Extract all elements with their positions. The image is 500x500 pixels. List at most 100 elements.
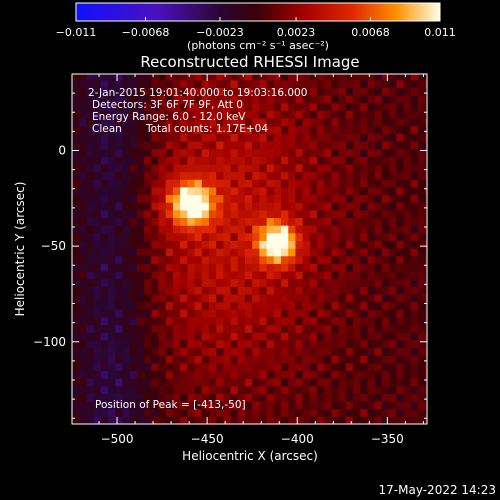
heatmap-cell	[302, 339, 311, 349]
heatmap-cell	[237, 293, 246, 303]
heatmap-cell	[396, 263, 405, 272]
heatmap-cell	[187, 217, 196, 226]
heatmap-cell	[72, 324, 80, 333]
heatmap-cell	[158, 140, 167, 150]
heatmap-cell	[374, 293, 383, 303]
heatmap-cell	[237, 79, 246, 88]
heatmap-cell	[331, 362, 340, 372]
heatmap-cell	[244, 401, 253, 410]
heatmap-cell	[381, 278, 390, 287]
heatmap-cell	[194, 278, 203, 287]
heatmap-cell	[324, 202, 333, 211]
heatmap-cell	[302, 347, 311, 356]
heatmap-cell	[252, 74, 261, 81]
heatmap-cell	[410, 148, 419, 157]
heatmap-cell	[338, 163, 347, 173]
heatmap-cell	[252, 370, 261, 379]
heatmap-cell	[187, 74, 196, 81]
heatmap-cell	[216, 416, 224, 424]
heatmap-cell	[129, 316, 138, 326]
heatmap-cell	[194, 202, 203, 211]
heatmap-cell	[86, 171, 95, 180]
heatmap-cell	[281, 148, 289, 157]
heatmap-cell	[223, 194, 232, 203]
heatmap-cell	[216, 408, 224, 417]
heatmap-cell	[353, 293, 361, 303]
heatmap-cell	[338, 286, 347, 295]
heatmap-cell	[136, 339, 145, 349]
heatmap-cell	[72, 209, 80, 219]
heatmap-cell	[410, 378, 419, 387]
heatmap-cell	[288, 179, 297, 188]
heatmap-cell	[86, 393, 95, 402]
heatmap-cell	[216, 347, 224, 356]
heatmap-cell	[266, 270, 275, 280]
heatmap-cell	[100, 156, 109, 165]
heatmap-cell	[302, 270, 311, 280]
heatmap-cell	[331, 393, 340, 402]
heatmap-cell	[230, 355, 239, 364]
heatmap-cell	[151, 133, 160, 142]
heatmap-cell	[302, 163, 311, 173]
heatmap-cell	[353, 217, 361, 226]
heatmap-cell	[417, 95, 426, 104]
heatmap-cell	[425, 225, 427, 234]
heatmap-cell	[208, 293, 217, 303]
heatmap-cell	[86, 270, 95, 280]
heatmap-cell	[79, 133, 88, 142]
heatmap-cell	[396, 339, 405, 349]
heatmap-cell	[223, 370, 232, 379]
heatmap-cell	[223, 324, 232, 333]
heatmap-cell	[237, 370, 246, 379]
heatmap-cell	[158, 370, 167, 379]
heatmap-cell	[403, 156, 412, 165]
heatmap-cell	[259, 87, 268, 96]
heatmap-cell	[403, 332, 412, 341]
heatmap-cell	[122, 393, 131, 402]
heatmap-cell	[100, 87, 109, 96]
heatmap-cell	[288, 140, 297, 150]
heatmap-cell	[79, 87, 88, 96]
heatmap-cell	[136, 324, 145, 333]
heatmap-cell	[273, 401, 282, 410]
heatmap-cell	[403, 301, 412, 310]
heatmap-cell	[396, 225, 405, 234]
heatmap-cell	[93, 163, 102, 173]
heatmap-cell	[396, 179, 405, 188]
heatmap-cell	[115, 117, 124, 127]
heatmap-cell	[410, 362, 419, 372]
heatmap-cell	[281, 171, 289, 180]
heatmap-cell	[360, 278, 369, 287]
heatmap-cell	[230, 95, 239, 104]
heatmap-cell	[374, 248, 383, 257]
heatmap-cell	[201, 263, 210, 272]
heatmap-cell	[266, 370, 275, 379]
heatmap-cell	[237, 385, 246, 394]
heatmap-cell	[281, 156, 289, 165]
heatmap-cell	[403, 186, 412, 196]
heatmap-cell	[374, 95, 383, 104]
heatmap-cell	[194, 385, 203, 394]
heatmap-cell	[417, 194, 426, 203]
heatmap-cell	[151, 79, 160, 88]
heatmap-cell	[158, 286, 167, 295]
heatmap-cell	[115, 87, 124, 96]
heatmap-cell	[122, 156, 131, 165]
heatmap-cell	[381, 416, 390, 424]
heatmap-cell	[309, 347, 318, 356]
heatmap-cell	[425, 209, 427, 219]
heatmap-cell	[367, 232, 376, 241]
heatmap-cell	[165, 232, 174, 241]
heatmap-cell	[288, 79, 297, 88]
heatmap-cell	[172, 270, 181, 280]
heatmap-cell	[100, 102, 109, 111]
heatmap-cell	[302, 95, 311, 104]
heatmap-cell	[216, 393, 224, 402]
heatmap-cell	[216, 95, 224, 104]
heatmap-cell	[180, 171, 188, 180]
heatmap-cell	[194, 362, 203, 372]
heatmap-cell	[230, 286, 239, 295]
heatmap-cell	[425, 393, 427, 402]
heatmap-cell	[259, 286, 268, 295]
heatmap-cell	[108, 156, 116, 165]
